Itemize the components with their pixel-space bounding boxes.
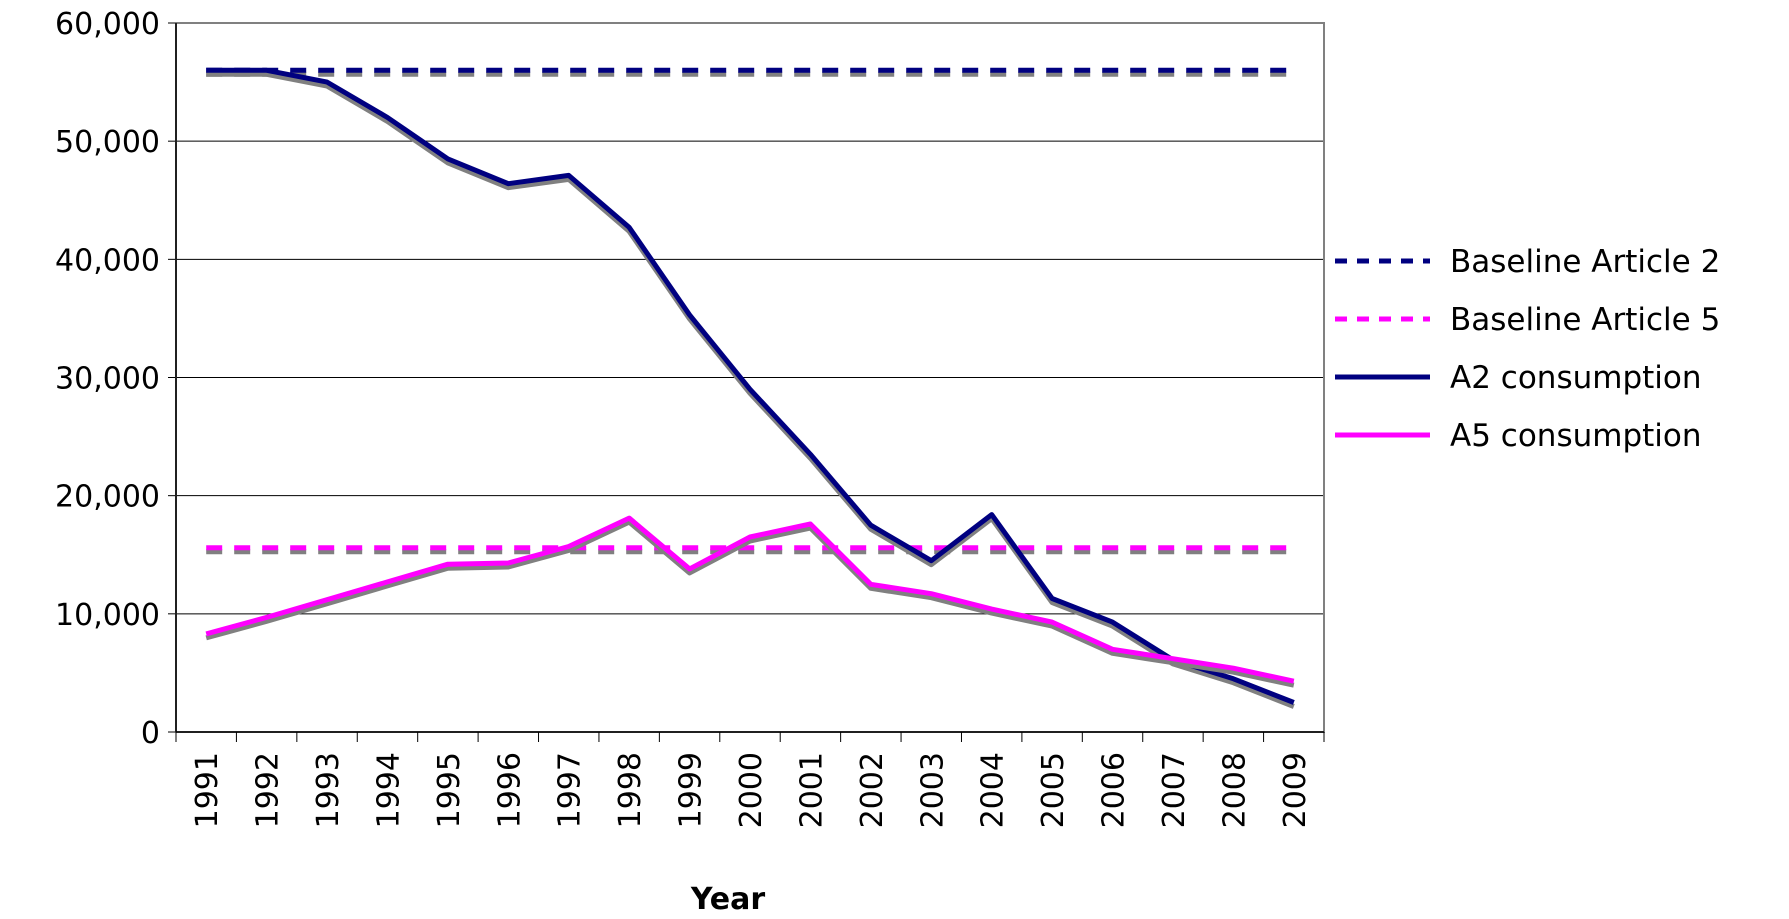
legend-entry: A2 consumption [1335, 360, 1702, 396]
legend: Baseline Article 2 Baseline Article 5 A2 c… [1335, 244, 1720, 454]
legend-label: A5 consumption [1450, 418, 1702, 454]
y-tick-label: 50,000 [55, 125, 160, 160]
legend-entry: A5 consumption [1335, 418, 1702, 454]
x-tick-label: 2008 [1217, 752, 1252, 828]
x-tick-label: 1993 [311, 752, 346, 828]
x-tick-label: 1992 [251, 752, 286, 828]
axes [168, 22, 1325, 742]
legend-label: A2 consumption [1450, 360, 1702, 396]
series-lines [205, 67, 1295, 709]
series-line-a5-consumption [205, 515, 1295, 684]
y-tick-label: 0 [141, 716, 160, 751]
series-shadow [206, 71, 1295, 709]
x-tick-label: 2006 [1097, 752, 1132, 828]
x-tick-label: 2005 [1036, 752, 1071, 828]
x-tick-label: 2004 [976, 752, 1011, 828]
y-tick-label: 30,000 [55, 362, 160, 397]
x-tick-label: 2007 [1157, 752, 1192, 828]
y-tick-labels: 0 10,000 20,000 30,000 40,000 50,000 60,000 [55, 7, 160, 751]
series-shadow [205, 519, 1295, 688]
y-tick-label: 10,000 [55, 598, 160, 633]
x-tick-label: 1991 [190, 752, 225, 828]
gridlines [176, 22, 1324, 615]
y-tick-label: 40,000 [55, 243, 160, 278]
x-tick-label: 2003 [915, 752, 950, 828]
x-tick-label: 2009 [1278, 752, 1313, 828]
legend-entry: Baseline Article 2 [1335, 244, 1720, 280]
y-tick-label: 20,000 [55, 480, 160, 515]
x-tick-label: 1998 [613, 752, 648, 828]
x-tick-label: 2001 [794, 752, 829, 828]
x-tick-label: 2002 [855, 752, 890, 828]
legend-entry: Baseline Article 5 [1335, 302, 1720, 338]
x-tick-label: 1994 [371, 752, 406, 828]
x-tick-label: 1997 [553, 752, 588, 828]
legend-label: Baseline Article 2 [1450, 244, 1720, 280]
legend-label: Baseline Article 5 [1450, 302, 1720, 338]
x-axis-label: Year [690, 882, 766, 915]
x-tick-label: 1999 [674, 752, 709, 828]
x-tick-labels: 1991 1992 1993 1994 1995 1996 1997 1998 1999 2000… [190, 752, 1313, 828]
x-tick-label: 1995 [432, 752, 467, 828]
series-line-a2-consumption [206, 67, 1295, 705]
y-tick-label: 60,000 [55, 7, 160, 42]
x-tick-label: 2000 [734, 752, 769, 828]
x-tick-label: 1996 [492, 752, 527, 828]
